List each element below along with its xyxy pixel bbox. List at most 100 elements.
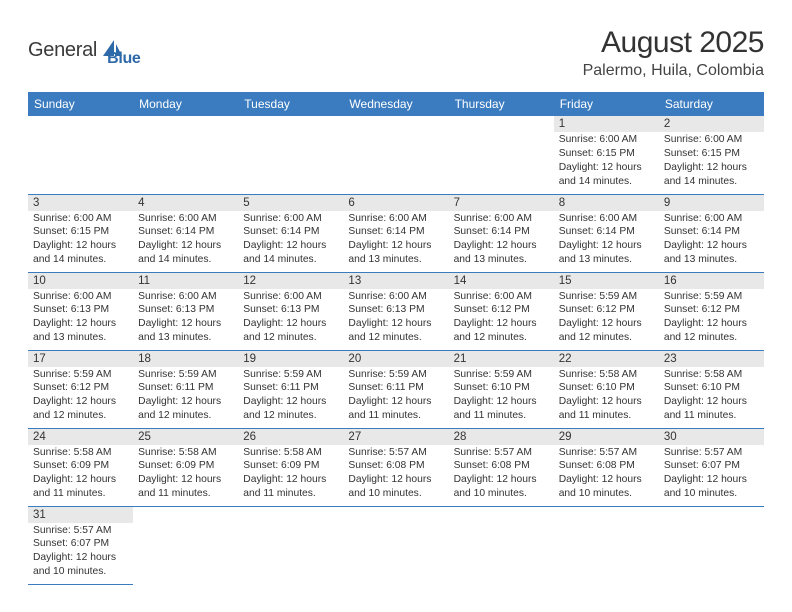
sunset-text: Sunset: 6:12 PM — [664, 303, 759, 317]
calendar-cell — [133, 506, 238, 584]
sunrise-text: Sunrise: 6:00 AM — [138, 212, 233, 226]
day-number: 24 — [28, 429, 133, 445]
sunset-text: Sunset: 6:15 PM — [33, 225, 128, 239]
sunrise-text: Sunrise: 5:58 AM — [559, 368, 654, 382]
sunset-text: Sunset: 6:08 PM — [559, 459, 654, 473]
day-info: Sunrise: 5:58 AMSunset: 6:09 PMDaylight:… — [133, 445, 238, 504]
day-number: 7 — [449, 195, 554, 211]
daylight-text: and 14 minutes. — [664, 175, 759, 189]
sunset-text: Sunset: 6:15 PM — [559, 147, 654, 161]
daylight-text: Daylight: 12 hours — [559, 317, 654, 331]
day-info: Sunrise: 6:00 AMSunset: 6:15 PMDaylight:… — [554, 132, 659, 191]
calendar-cell: 21Sunrise: 5:59 AMSunset: 6:10 PMDayligh… — [449, 350, 554, 428]
location-text: Palermo, Huila, Colombia — [583, 62, 764, 80]
daylight-text: Daylight: 12 hours — [559, 395, 654, 409]
calendar-cell: 18Sunrise: 5:59 AMSunset: 6:11 PMDayligh… — [133, 350, 238, 428]
sunset-text: Sunset: 6:13 PM — [33, 303, 128, 317]
calendar-cell: 8Sunrise: 6:00 AMSunset: 6:14 PMDaylight… — [554, 194, 659, 272]
daylight-text: Daylight: 12 hours — [454, 239, 549, 253]
calendar-row: 31Sunrise: 5:57 AMSunset: 6:07 PMDayligh… — [28, 506, 764, 584]
daylight-text: Daylight: 12 hours — [33, 551, 128, 565]
daylight-text: and 11 minutes. — [454, 409, 549, 423]
sunrise-text: Sunrise: 6:00 AM — [664, 133, 759, 147]
sunrise-text: Sunrise: 5:59 AM — [348, 368, 443, 382]
calendar-cell: 23Sunrise: 5:58 AMSunset: 6:10 PMDayligh… — [659, 350, 764, 428]
daylight-text: and 13 minutes. — [454, 253, 549, 267]
daylight-text: and 13 minutes. — [664, 253, 759, 267]
sunrise-text: Sunrise: 5:58 AM — [243, 446, 338, 460]
daylight-text: Daylight: 12 hours — [243, 239, 338, 253]
month-title: August 2025 — [583, 26, 764, 60]
day-number: 14 — [449, 273, 554, 289]
day-info: Sunrise: 6:00 AMSunset: 6:15 PMDaylight:… — [659, 132, 764, 191]
calendar-cell: 11Sunrise: 6:00 AMSunset: 6:13 PMDayligh… — [133, 272, 238, 350]
weekday-header: Monday — [133, 92, 238, 116]
day-number: 22 — [554, 351, 659, 367]
calendar-cell: 12Sunrise: 6:00 AMSunset: 6:13 PMDayligh… — [238, 272, 343, 350]
sunrise-text: Sunrise: 6:00 AM — [664, 212, 759, 226]
day-number: 29 — [554, 429, 659, 445]
sunrise-text: Sunrise: 5:59 AM — [33, 368, 128, 382]
weekday-header: Sunday — [28, 92, 133, 116]
sunrise-text: Sunrise: 6:00 AM — [454, 290, 549, 304]
sunrise-text: Sunrise: 6:00 AM — [348, 290, 443, 304]
daylight-text: and 12 minutes. — [348, 331, 443, 345]
sunrise-text: Sunrise: 5:57 AM — [559, 446, 654, 460]
day-number: 21 — [449, 351, 554, 367]
calendar-cell — [659, 506, 764, 584]
sunset-text: Sunset: 6:14 PM — [664, 225, 759, 239]
day-number: 25 — [133, 429, 238, 445]
day-number: 27 — [343, 429, 448, 445]
daylight-text: and 12 minutes. — [664, 331, 759, 345]
daylight-text: Daylight: 12 hours — [664, 395, 759, 409]
daylight-text: Daylight: 12 hours — [559, 473, 654, 487]
day-info: Sunrise: 6:00 AMSunset: 6:14 PMDaylight:… — [449, 211, 554, 270]
calendar-cell: 7Sunrise: 6:00 AMSunset: 6:14 PMDaylight… — [449, 194, 554, 272]
calendar-cell — [343, 506, 448, 584]
weekday-header: Wednesday — [343, 92, 448, 116]
sunset-text: Sunset: 6:08 PM — [454, 459, 549, 473]
daylight-text: Daylight: 12 hours — [243, 317, 338, 331]
calendar-cell: 29Sunrise: 5:57 AMSunset: 6:08 PMDayligh… — [554, 428, 659, 506]
sunrise-text: Sunrise: 5:57 AM — [664, 446, 759, 460]
calendar-cell: 20Sunrise: 5:59 AMSunset: 6:11 PMDayligh… — [343, 350, 448, 428]
sunset-text: Sunset: 6:08 PM — [348, 459, 443, 473]
calendar-cell — [28, 116, 133, 194]
day-number: 15 — [554, 273, 659, 289]
calendar-cell — [449, 116, 554, 194]
daylight-text: Daylight: 12 hours — [664, 473, 759, 487]
sunrise-text: Sunrise: 6:00 AM — [138, 290, 233, 304]
daylight-text: Daylight: 12 hours — [348, 317, 443, 331]
daylight-text: and 13 minutes. — [348, 253, 443, 267]
sunset-text: Sunset: 6:14 PM — [243, 225, 338, 239]
day-number: 20 — [343, 351, 448, 367]
calendar-cell: 4Sunrise: 6:00 AMSunset: 6:14 PMDaylight… — [133, 194, 238, 272]
sunset-text: Sunset: 6:09 PM — [243, 459, 338, 473]
sunset-text: Sunset: 6:13 PM — [348, 303, 443, 317]
daylight-text: and 11 minutes. — [138, 487, 233, 501]
calendar-row: 24Sunrise: 5:58 AMSunset: 6:09 PMDayligh… — [28, 428, 764, 506]
calendar-cell: 27Sunrise: 5:57 AMSunset: 6:08 PMDayligh… — [343, 428, 448, 506]
daylight-text: Daylight: 12 hours — [138, 473, 233, 487]
calendar-cell — [238, 506, 343, 584]
daylight-text: and 14 minutes. — [243, 253, 338, 267]
sunset-text: Sunset: 6:12 PM — [33, 381, 128, 395]
sunrise-text: Sunrise: 5:59 AM — [243, 368, 338, 382]
day-info: Sunrise: 5:58 AMSunset: 6:10 PMDaylight:… — [659, 367, 764, 426]
sunrise-text: Sunrise: 5:59 AM — [664, 290, 759, 304]
day-number: 8 — [554, 195, 659, 211]
calendar-row: 10Sunrise: 6:00 AMSunset: 6:13 PMDayligh… — [28, 272, 764, 350]
weekday-header: Friday — [554, 92, 659, 116]
calendar-cell — [449, 506, 554, 584]
daylight-text: Daylight: 12 hours — [243, 395, 338, 409]
sunrise-text: Sunrise: 5:57 AM — [454, 446, 549, 460]
sunrise-text: Sunrise: 5:59 AM — [138, 368, 233, 382]
calendar-cell: 26Sunrise: 5:58 AMSunset: 6:09 PMDayligh… — [238, 428, 343, 506]
logo: General Blue — [28, 32, 141, 68]
calendar-cell: 1Sunrise: 6:00 AMSunset: 6:15 PMDaylight… — [554, 116, 659, 194]
day-info: Sunrise: 5:58 AMSunset: 6:09 PMDaylight:… — [28, 445, 133, 504]
day-info: Sunrise: 5:59 AMSunset: 6:12 PMDaylight:… — [554, 289, 659, 348]
daylight-text: and 12 minutes. — [33, 409, 128, 423]
daylight-text: and 10 minutes. — [559, 487, 654, 501]
sunset-text: Sunset: 6:12 PM — [559, 303, 654, 317]
